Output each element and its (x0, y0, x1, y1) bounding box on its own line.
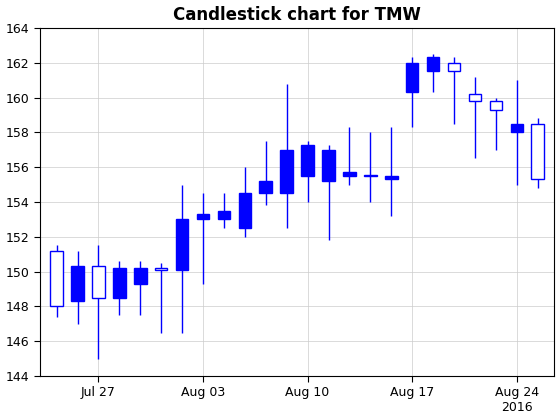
Bar (197, 214, 209, 219)
Bar (322, 150, 335, 181)
Bar (176, 219, 188, 270)
Title: Candlestick chart for TMW: Candlestick chart for TMW (173, 5, 421, 24)
Bar (92, 266, 105, 298)
Bar (281, 150, 293, 193)
Bar (50, 251, 63, 307)
Bar (239, 193, 251, 228)
Bar (134, 268, 147, 284)
Bar (301, 144, 314, 176)
Bar (113, 268, 125, 298)
Bar (511, 123, 523, 132)
Bar (71, 266, 84, 301)
Bar (364, 175, 377, 176)
Bar (218, 211, 230, 219)
Bar (385, 176, 398, 179)
Bar (448, 63, 460, 71)
Bar (531, 123, 544, 179)
Bar (343, 172, 356, 176)
Bar (427, 58, 440, 71)
Bar (406, 63, 418, 92)
Bar (469, 94, 481, 101)
Bar (155, 268, 167, 270)
Bar (489, 101, 502, 110)
Bar (259, 181, 272, 193)
